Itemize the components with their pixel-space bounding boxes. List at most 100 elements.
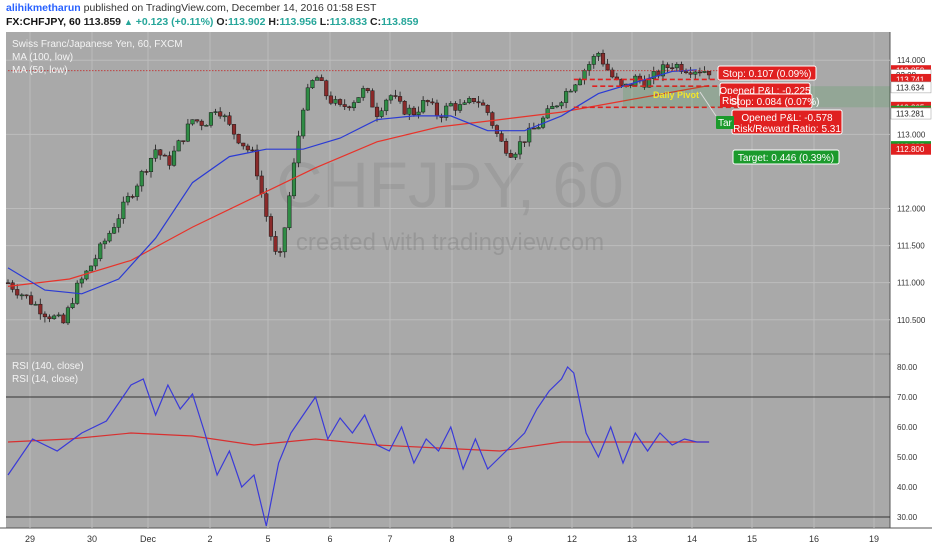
- legend-ma50[interactable]: MA (50, low): [12, 65, 68, 76]
- candle-body: [490, 112, 495, 126]
- legend-ma100[interactable]: MA (100, low): [12, 52, 73, 63]
- high-label: H:: [268, 16, 280, 28]
- close-label: C:: [369, 16, 382, 28]
- candle-body: [434, 102, 440, 117]
- candle-body: [494, 125, 499, 134]
- candle-body: [338, 99, 343, 105]
- svg-text:Target: 0.446 (0.39%): Target: 0.446 (0.39%): [738, 153, 834, 164]
- candle-body: [425, 100, 430, 103]
- candle-body: [259, 175, 264, 194]
- symbol: FX:CHFJPY, 60: [6, 16, 81, 28]
- candle-body: [559, 102, 564, 107]
- candle-body: [33, 303, 38, 306]
- rsi14-line: [7, 366, 710, 527]
- candle-body: [139, 171, 144, 187]
- rsi-pane[interactable]: [6, 355, 890, 528]
- annotation-opened-pl2[interactable]: Opened P&L: -0.578 Risk/Reward Ratio: 5.…: [731, 109, 843, 135]
- ma100-line: [7, 84, 710, 287]
- svg-text:Opened P&L: -0.578: Opened P&L: -0.578: [741, 113, 833, 124]
- candle-body: [56, 314, 61, 317]
- candle-body: [195, 119, 200, 122]
- candle-body: [605, 63, 610, 71]
- chart-area[interactable]: CHFJPY, 60 created with tradingview.com …: [0, 32, 932, 550]
- annotation-stop1[interactable]: Stop: 0.107 (0.09%): [717, 65, 817, 81]
- candle-body: [342, 104, 347, 107]
- candle-body: [591, 56, 596, 65]
- x-tick-label: 16: [809, 534, 819, 544]
- candle-body: [15, 289, 20, 296]
- candle-body: [245, 145, 250, 151]
- price-tick-label: 111.500: [897, 242, 925, 251]
- candle-body: [633, 75, 638, 86]
- pivot-arrow: [699, 91, 717, 117]
- candle-body: [517, 141, 523, 155]
- legend-title: Swiss Franc/Japanese Yen, 60, FXCM: [12, 39, 183, 50]
- svg-text:113.741: 113.741: [896, 75, 925, 84]
- candle-body: [250, 149, 255, 152]
- annotation-target[interactable]: Target: 0.446 (0.39%): [732, 149, 840, 165]
- open-label: O:: [216, 16, 229, 28]
- svg-text:Risk/Reward Ratio: 5.31: Risk/Reward Ratio: 5.31: [733, 124, 841, 135]
- candle-body: [536, 127, 541, 130]
- candle-body: [527, 127, 532, 143]
- candle-body: [550, 106, 555, 109]
- price-tick-label: 113.000: [897, 130, 926, 139]
- legend-rsi140[interactable]: RSI (140, close): [12, 361, 84, 372]
- candle-body: [24, 294, 29, 297]
- candle-body: [47, 316, 52, 320]
- annotation-target-cut[interactable]: Tar: [716, 116, 734, 129]
- candle-body: [347, 106, 352, 109]
- annotation-stop2[interactable]: Stop: 0.084 (0.07%): [731, 93, 820, 109]
- price-tick-label: 114.000: [897, 56, 926, 65]
- candle-body: [199, 120, 204, 126]
- candle-body: [144, 171, 149, 173]
- candle-body: [471, 98, 476, 102]
- candle-body: [587, 64, 592, 71]
- candle-body: [324, 80, 329, 97]
- candle-body: [88, 265, 94, 272]
- candle-body: [112, 227, 117, 234]
- x-tick-label: 6: [327, 534, 332, 544]
- candle-body: [52, 315, 57, 320]
- x-tick-label: 9: [507, 534, 512, 544]
- candle-body: [79, 278, 84, 284]
- price-badge: 113.281: [890, 107, 932, 120]
- candle-body: [416, 111, 421, 116]
- candle-body: [476, 101, 481, 104]
- candle-body: [29, 295, 34, 305]
- legend-rsi14[interactable]: RSI (14, close): [12, 374, 78, 385]
- annotation-risk-cut[interactable]: Risk: [720, 94, 742, 107]
- candle-body: [314, 77, 320, 81]
- author-link[interactable]: alihikmetharun: [6, 2, 81, 14]
- candle-body: [218, 111, 223, 117]
- candle-body: [573, 84, 578, 92]
- last-price: 113.859: [83, 16, 122, 28]
- candle-body: [264, 193, 269, 217]
- candle-body: [361, 88, 366, 98]
- candle-body: [674, 64, 679, 69]
- candle-body: [485, 104, 490, 113]
- x-tick-label: 29: [25, 534, 35, 544]
- candle-body: [444, 105, 449, 118]
- candle-body: [148, 158, 154, 173]
- ma50-line: [7, 69, 697, 295]
- open-value: 113.902: [228, 16, 266, 28]
- time-axis[interactable]: [0, 528, 932, 550]
- candle-body: [204, 125, 209, 127]
- svg-text:113.281: 113.281: [896, 110, 925, 119]
- candle-body: [301, 109, 306, 137]
- published-text: published on TradingView.com, December 1…: [83, 2, 377, 14]
- x-tick-label: 30: [87, 534, 97, 544]
- candle-body: [582, 70, 587, 80]
- candle-body: [356, 97, 361, 103]
- candle-body: [508, 153, 513, 158]
- candle-body: [697, 71, 702, 74]
- watermark-symbol: CHFJPY, 60: [276, 149, 623, 221]
- x-tick-label: 8: [449, 534, 454, 544]
- rsi-tick-label: 40.00: [897, 483, 918, 492]
- candle-body: [453, 103, 458, 111]
- candle-body: [213, 111, 218, 113]
- candle-body: [278, 251, 283, 253]
- candle-body: [457, 104, 463, 111]
- candle-body: [176, 140, 181, 152]
